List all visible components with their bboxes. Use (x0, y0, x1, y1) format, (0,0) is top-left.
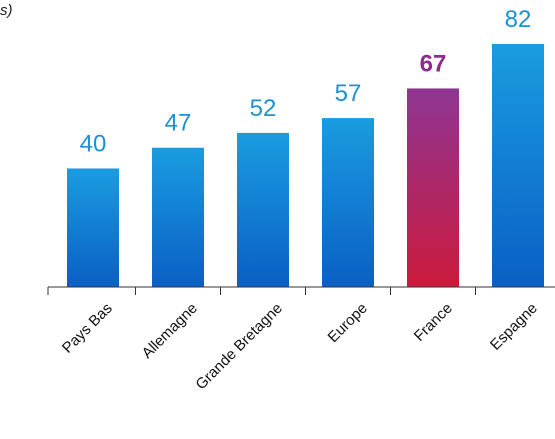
category-label-europe: Europe (325, 300, 371, 346)
x-axis (47, 286, 555, 295)
bars-group (67, 44, 544, 288)
category-label-espagne: Espagne (487, 300, 541, 354)
bar-pays-bas (67, 168, 119, 287)
bar-france (407, 88, 459, 287)
value-label-espagne: 82 (505, 6, 532, 33)
category-label-pays-bas: Pays Bas (59, 300, 116, 357)
axis-unit-fragment: s) (0, 2, 13, 19)
bar-grande-bretagne (237, 132, 289, 287)
value-labels-group: 40 47 52 57 67 82 (80, 6, 532, 157)
value-label-france: 67 (420, 50, 447, 77)
category-label-grande-bretagne: Grande Bretagne (192, 300, 285, 393)
value-label-europe: 57 (335, 80, 362, 107)
bar-allemagne (152, 147, 204, 287)
category-label-allemagne: Allemagne (139, 300, 201, 362)
bar-espagne (492, 44, 544, 287)
value-label-pays-bas: 40 (80, 130, 107, 157)
bar-europe (322, 118, 374, 288)
value-label-allemagne: 47 (165, 110, 192, 137)
category-label-france: France (411, 300, 456, 345)
value-label-grande-bretagne: 52 (250, 95, 277, 122)
